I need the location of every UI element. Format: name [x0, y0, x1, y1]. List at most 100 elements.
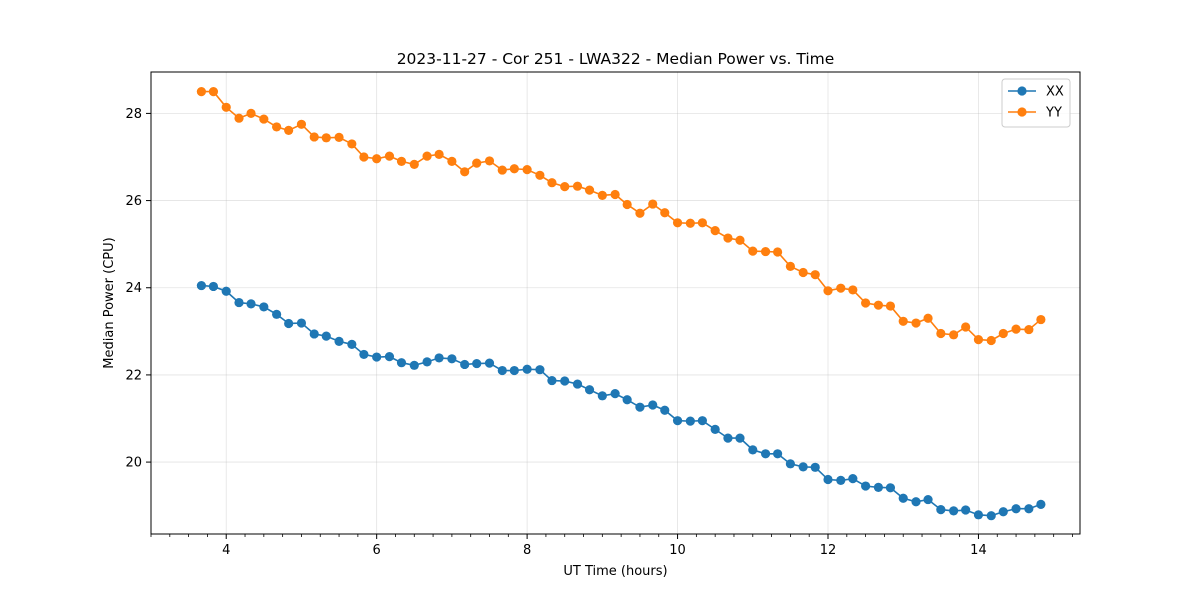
data-point-xx: [246, 299, 256, 309]
legend: XX YY: [1001, 78, 1071, 128]
data-point-xx: [697, 416, 707, 426]
data-point-xx: [296, 318, 307, 328]
data-point-yy: [810, 270, 820, 280]
data-point-xx: [961, 505, 971, 515]
y-tick-label: 24: [125, 281, 142, 296]
data-point-xx: [672, 416, 683, 426]
data-point-yy: [723, 233, 733, 243]
data-point-yy: [272, 122, 282, 132]
data-point-yy: [773, 247, 783, 257]
data-point-xx: [196, 280, 206, 291]
y-tick-label: 26: [125, 194, 142, 209]
data-point-xx: [384, 352, 395, 362]
data-point-yy: [660, 208, 670, 218]
data-point-xx: [221, 286, 231, 296]
data-point-xx: [547, 375, 557, 386]
y-tick-label: 20: [125, 456, 142, 471]
data-point-yy: [1024, 324, 1034, 335]
data-point-yy: [334, 132, 344, 142]
x-tick-label: 8: [523, 543, 531, 558]
data-point-xx: [584, 385, 595, 395]
data-point-yy: [484, 156, 495, 166]
data-point-yy: [284, 125, 294, 136]
x-tick-label: 6: [373, 543, 381, 558]
data-point-xx: [347, 339, 357, 350]
data-point-yy: [961, 322, 971, 332]
data-point-xx: [685, 416, 695, 426]
data-point-yy: [422, 151, 432, 161]
data-point-xx: [572, 379, 583, 389]
data-point-yy: [234, 113, 244, 123]
y-axis-label: Median Power (CPU): [102, 237, 117, 368]
data-point-xx: [610, 389, 620, 399]
data-point-yy: [697, 218, 707, 228]
data-point-yy: [885, 301, 896, 311]
data-point-xx: [836, 475, 846, 485]
data-point-xx: [710, 424, 720, 434]
data-point-xx: [660, 405, 670, 415]
data-point-xx: [597, 391, 607, 401]
data-point-yy: [998, 328, 1008, 339]
data-point-yy: [196, 87, 206, 97]
data-point-yy: [861, 298, 871, 308]
data-point-yy: [208, 87, 219, 97]
legend-label-xx: XX: [1046, 85, 1064, 100]
data-point-xx: [409, 360, 419, 370]
plot-frame: [150, 71, 1081, 535]
legend-marker-xx: [1017, 86, 1027, 96]
data-point-xx: [735, 433, 745, 443]
data-point-xx: [434, 353, 444, 363]
data-point-yy: [347, 139, 357, 149]
data-point-xx: [396, 358, 407, 368]
data-point-xx: [998, 507, 1008, 517]
data-point-yy: [597, 190, 607, 200]
data-point-xx: [535, 365, 545, 375]
data-point-xx: [898, 493, 908, 503]
data-point-yy: [1036, 314, 1046, 325]
data-point-yy: [547, 178, 557, 188]
data-point-yy: [321, 133, 331, 143]
legend-marker-yy: [1017, 107, 1027, 117]
data-point-xx: [484, 358, 495, 368]
series-layer: [196, 87, 1046, 521]
data-point-xx: [785, 459, 795, 469]
data-point-xx: [885, 483, 896, 493]
data-point-xx: [873, 482, 884, 492]
data-point-yy: [911, 318, 921, 328]
data-point-yy: [986, 335, 996, 346]
data-point-xx: [359, 349, 369, 360]
data-point-yy: [610, 189, 620, 200]
data-point-xx: [648, 400, 658, 410]
data-point-xx: [509, 365, 519, 376]
data-point-yy: [635, 208, 645, 218]
data-point-xx: [973, 510, 984, 520]
data-point-yy: [460, 167, 470, 177]
x-tick-label: 4: [222, 543, 230, 558]
data-point-yy: [396, 156, 407, 166]
data-point-yy: [309, 132, 319, 142]
x-tick-label: 12: [820, 543, 837, 558]
data-point-yy: [246, 108, 256, 119]
data-point-xx: [472, 358, 482, 369]
data-point-yy: [973, 335, 984, 345]
data-point-yy: [873, 300, 884, 310]
data-point-yy: [560, 182, 570, 192]
data-point-xx: [309, 329, 319, 339]
legend-label-yy: YY: [1045, 106, 1062, 121]
data-point-yy: [359, 152, 369, 162]
data-point-xx: [760, 449, 771, 459]
data-point-yy: [572, 181, 583, 191]
data-point-xx: [635, 402, 645, 412]
data-point-xx: [936, 504, 946, 515]
legend-items: XX YY: [1008, 85, 1064, 121]
data-point-yy: [785, 261, 795, 271]
data-point-yy: [296, 119, 307, 129]
data-point-yy: [497, 165, 507, 175]
data-point-yy: [848, 285, 858, 295]
data-point-yy: [760, 246, 771, 257]
data-point-xx: [422, 357, 432, 367]
data-point-yy: [648, 199, 658, 209]
